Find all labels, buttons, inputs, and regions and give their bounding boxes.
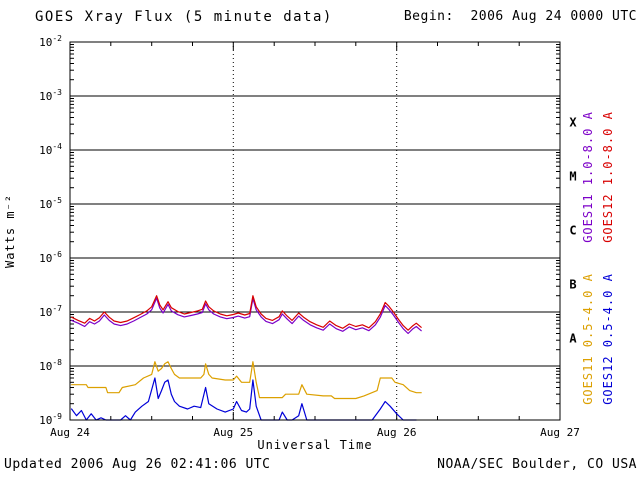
y-tick-label: 10-3	[39, 88, 62, 103]
flare-class-label: M	[569, 170, 576, 184]
footer-credit: NOAA/SEC Boulder, CO USA	[437, 457, 637, 472]
flare-class-label: C	[569, 224, 576, 238]
series-goes12-1-0-8-0-a-line	[71, 295, 422, 331]
y-tick-label: 10-8	[39, 358, 62, 373]
y-tick-label: 10-9	[39, 412, 62, 427]
flare-class-label: A	[569, 332, 577, 346]
legend-goes11-1-0-8-0-a: GOES11 1.0-8.0 A	[581, 111, 595, 243]
plot-frame	[69, 41, 561, 421]
legend-goes12-0-5-4-0-a: GOES12 0.5-4.0 A	[601, 273, 615, 405]
footer-updated: Updated 2006 Aug 26 02:41:06 UTC	[4, 457, 270, 472]
x-tick-label: Aug 27	[540, 426, 580, 439]
flare-class-label: B	[569, 278, 576, 292]
series-goes11-0-5-4-0-a-line	[71, 361, 422, 400]
y-tick-label: 10-7	[39, 304, 62, 319]
flare-class-label: X	[569, 116, 577, 130]
begin-time-label: Begin: 2006 Aug 24 0000 UTC	[404, 9, 637, 24]
y-tick-label: 10-4	[39, 142, 62, 157]
x-axis-title: Universal Time	[257, 438, 372, 452]
legend-goes11-0-5-4-0-a: GOES11 0.5-4.0 A	[581, 273, 595, 405]
y-tick-label: 10-5	[39, 196, 62, 211]
y-tick-label: 10-6	[39, 250, 62, 265]
x-tick-label: Aug 24	[50, 426, 90, 439]
y-tick-label: 10-2	[39, 34, 62, 49]
y-axis-title: Watts m⁻²	[3, 194, 17, 268]
series-goes11-1-0-8-0-a-line	[71, 297, 422, 335]
legend-goes12-1-0-8-0-a: GOES12 1.0-8.0 A	[601, 111, 615, 243]
x-tick-label: Aug 26	[377, 426, 417, 439]
chart-title: GOES Xray Flux (5 minute data)	[35, 9, 333, 25]
x-tick-label: Aug 25	[213, 426, 253, 439]
series-goes12-0-5-4-0-a-line	[71, 377, 417, 421]
